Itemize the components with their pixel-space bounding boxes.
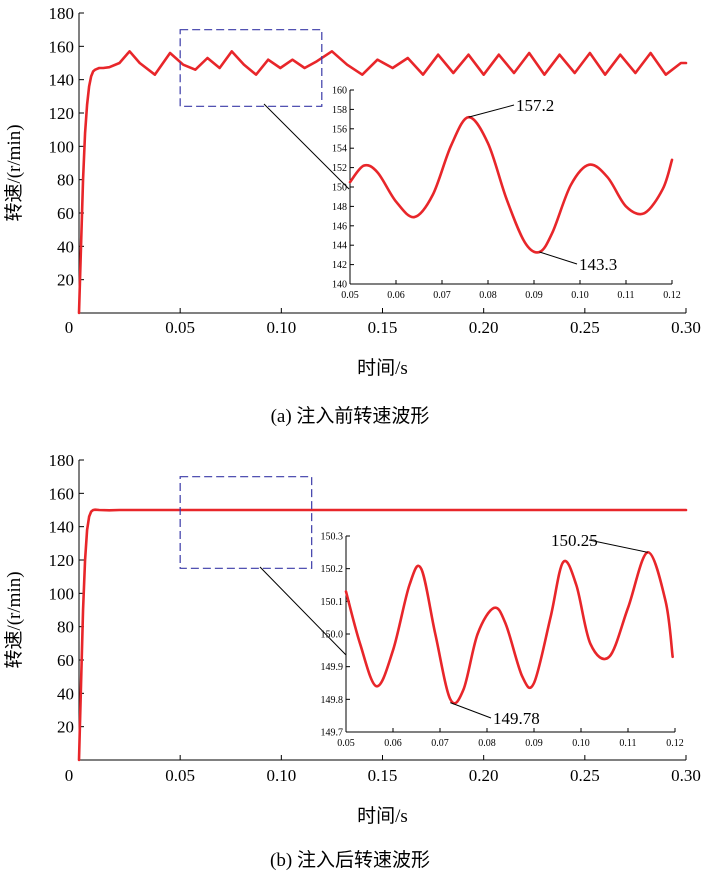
inset-y-tick-label: 160 <box>332 86 347 97</box>
x-tick-label: 0.15 <box>368 766 398 785</box>
inset-x-tick-label: 0.07 <box>431 738 449 749</box>
inset-background <box>346 536 675 732</box>
inset-y-tick-label: 150.2 <box>321 564 344 575</box>
zoom-region-box <box>179 29 323 107</box>
y-tick-label: 60 <box>57 651 74 670</box>
inset-x-tick-label: 0.06 <box>387 290 405 301</box>
panel-caption: (b) 注入后转速波形 <box>270 849 430 871</box>
inset-y-tick-label: 158 <box>332 105 347 116</box>
inset-y-tick-label: 142 <box>332 260 347 271</box>
y-axis-label: 转速/(r/min) <box>3 124 25 221</box>
x-tick-label: 0.25 <box>570 318 600 337</box>
x-tick-label: 0 <box>65 766 74 785</box>
inset-x-tick-label: 0.08 <box>478 738 496 749</box>
inset-x-tick-label: 0.09 <box>525 738 543 749</box>
annotation-leader-line <box>539 251 578 265</box>
inset-chart: 140 142 144 146 148 150 152 154 156 158 160 0.05 0.0… <box>332 86 681 302</box>
inset-x-tick-label: 0.10 <box>572 738 590 749</box>
inset-x-tick-label: 0.05 <box>337 738 355 749</box>
inset-y-tick-label: 152 <box>332 163 347 174</box>
inset-y-tick-label: 140 <box>332 280 347 291</box>
x-tick-label: 0.15 <box>368 318 398 337</box>
inset-x-tick-label: 0.12 <box>666 738 684 749</box>
y-axis-label: 转速/(r/min) <box>3 571 25 668</box>
speed-series-line <box>77 50 688 315</box>
y-tick-label: 160 <box>49 37 75 56</box>
inset-x-tick-label: 0.08 <box>479 290 497 301</box>
x-axis-label: 时间/s <box>357 805 408 827</box>
panel-b-speed-after-injection: 20 40 60 80 100 120 140 160 180 0 0.05 0.10 0.15 0.20… <box>3 451 701 871</box>
y-tick-label: 60 <box>57 204 74 223</box>
inset-y-tick-label: 154 <box>332 144 347 155</box>
y-tick-label: 100 <box>49 137 75 156</box>
inset-x-tick-label: 0.05 <box>341 290 359 301</box>
y-tick-label: 40 <box>57 684 74 703</box>
y-tick-label: 80 <box>57 618 74 637</box>
annotation-leader-line <box>450 702 492 719</box>
y-tick-label: 120 <box>49 551 75 570</box>
inset-y-tick-label: 150.3 <box>321 532 344 543</box>
inset-x-tick-label: 0.10 <box>571 290 589 301</box>
x-tick-label: 0.10 <box>266 766 296 785</box>
y-tick-label: 180 <box>49 4 75 23</box>
inset-speed-series-line <box>348 115 674 254</box>
inset-x-tick-label: 0.09 <box>525 290 543 301</box>
annotation-label: 149.78 <box>493 709 540 728</box>
annotation-label: 150.25 <box>551 531 598 550</box>
inset-y-tick-label: 156 <box>332 124 347 135</box>
inset-speed-series-line <box>344 551 674 705</box>
inset-x-tick-label: 0.07 <box>433 290 451 301</box>
zoom-connector-line <box>259 566 347 656</box>
x-tick-label: 0 <box>65 318 74 337</box>
x-tick-label: 0.10 <box>266 318 296 337</box>
annotation-label: 143.3 <box>579 255 617 274</box>
y-tick-label: 40 <box>57 237 74 256</box>
inset-y-tick-label: 149.8 <box>321 695 344 706</box>
zoom-region-box <box>179 476 313 569</box>
inset-chart: 149.7 149.8 149.9 150.0 150.1 150.2 150.3 0.05 0… <box>321 531 684 749</box>
inset-y-tick-label: 144 <box>332 241 347 252</box>
panel-a-speed-before-injection: 20 40 60 80 100 120 140 160 180 0 0.05 0.10 0.15 0.20… <box>3 4 701 427</box>
inset-background <box>350 90 672 284</box>
inset-y-tick-label: 149.7 <box>321 728 344 739</box>
y-tick-label: 140 <box>49 518 75 537</box>
inset-y-tick-label: 146 <box>332 221 347 232</box>
annotation-label: 157.2 <box>516 96 554 115</box>
y-tick-label: 180 <box>49 451 75 470</box>
y-tick-label: 120 <box>49 104 75 123</box>
inset-y-tick-label: 148 <box>332 202 347 213</box>
inset-y-tick-label: 150 <box>332 183 347 194</box>
x-axis-label: 时间/s <box>357 357 408 379</box>
x-tick-label: 0.30 <box>671 318 701 337</box>
inset-y-tick-label: 150.0 <box>321 630 344 641</box>
y-tick-label: 160 <box>49 484 75 503</box>
x-tick-label: 0.05 <box>165 766 195 785</box>
y-tick-label: 140 <box>49 71 75 90</box>
inset-x-tick-label: 0.11 <box>617 290 634 301</box>
panel-caption: (a) 注入前转速波形 <box>271 405 430 427</box>
inset-x-tick-label: 0.06 <box>384 738 402 749</box>
inset-x-tick-label: 0.11 <box>619 738 636 749</box>
inset-y-tick-label: 149.9 <box>321 662 344 673</box>
y-tick-label: 80 <box>57 171 74 190</box>
annotation-leader-line <box>468 104 515 118</box>
y-tick-label: 20 <box>57 718 74 737</box>
x-tick-label: 0.20 <box>469 766 499 785</box>
y-tick-label: 20 <box>57 271 74 290</box>
x-tick-label: 0.20 <box>469 318 499 337</box>
y-tick-label: 100 <box>49 584 75 603</box>
inset-y-tick-label: 150.1 <box>321 597 344 608</box>
x-tick-label: 0.30 <box>671 766 701 785</box>
x-tick-label: 0.05 <box>165 318 195 337</box>
annotation-leader-line <box>588 539 648 553</box>
x-tick-label: 0.25 <box>570 766 600 785</box>
inset-x-tick-label: 0.12 <box>663 290 681 301</box>
zoom-connector-line <box>263 103 350 190</box>
speed-series-line <box>77 508 688 762</box>
